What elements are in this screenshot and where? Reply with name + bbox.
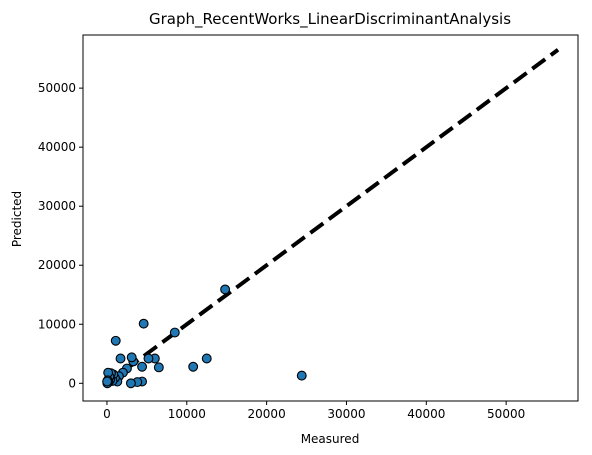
data-point <box>111 336 120 345</box>
x-tick-label: 40000 <box>407 407 445 421</box>
x-tick-label: 30000 <box>327 407 365 421</box>
y-axis-label: Predicted <box>10 191 24 247</box>
data-point <box>154 363 163 372</box>
data-point <box>127 379 136 388</box>
x-tick-label: 10000 <box>168 407 206 421</box>
y-axis-ticks: 0 10000 20000 30000 40000 50000 <box>38 81 83 390</box>
data-point <box>138 362 147 371</box>
data-point <box>139 319 148 328</box>
x-axis-ticks: 0 10000 20000 30000 40000 50000 <box>103 401 525 421</box>
y-tick-label: 50000 <box>38 81 76 95</box>
x-tick-label: 50000 <box>487 407 525 421</box>
y-tick-label: 0 <box>68 376 76 390</box>
chart-title: Graph_RecentWorks_LinearDiscriminantAnal… <box>149 10 511 29</box>
y-tick-label: 10000 <box>38 317 76 331</box>
x-tick-label: 0 <box>103 407 111 421</box>
data-point <box>127 353 136 362</box>
data-point <box>189 362 198 371</box>
x-tick-label: 20000 <box>248 407 286 421</box>
data-point <box>170 328 179 337</box>
y-tick-label: 20000 <box>38 258 76 272</box>
data-point <box>103 377 112 386</box>
data-point <box>144 354 153 363</box>
plot-area <box>83 35 578 401</box>
data-point <box>202 354 211 363</box>
data-point <box>116 354 125 363</box>
data-point <box>221 285 230 294</box>
data-points <box>103 285 306 388</box>
x-axis-label: Measured <box>301 432 360 446</box>
y-tick-label: 30000 <box>38 199 76 213</box>
data-point <box>297 371 306 380</box>
y-tick-label: 40000 <box>38 140 76 154</box>
